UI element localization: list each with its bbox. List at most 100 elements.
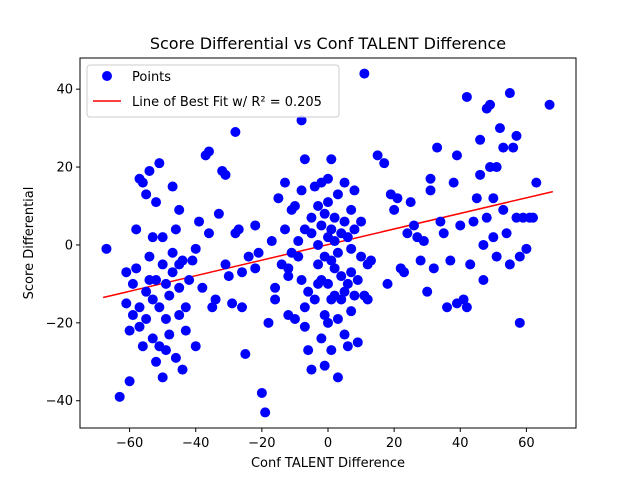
data-point-108: [306, 212, 317, 223]
data-point-187: [438, 228, 449, 239]
data-point-45: [174, 310, 185, 321]
data-point-98: [296, 185, 307, 196]
data-point-37: [164, 290, 175, 301]
data-point-40: [167, 267, 178, 278]
data-point-130: [326, 255, 337, 266]
data-point-22: [147, 333, 158, 344]
data-point-11: [134, 302, 145, 313]
data-point-17: [141, 189, 152, 200]
data-point-114: [313, 239, 324, 250]
y-axis: −40 −20 0 20 40: [46, 83, 80, 409]
data-point-184: [428, 263, 439, 274]
data-point-115: [316, 333, 327, 344]
data-point-8: [131, 224, 142, 235]
data-point-6: [127, 310, 138, 321]
data-point-135: [329, 236, 340, 247]
data-point-49: [180, 325, 191, 336]
data-point-51: [184, 275, 195, 285]
data-point-3: [121, 267, 132, 278]
data-point-59: [203, 228, 214, 239]
data-point-55: [194, 216, 205, 227]
data-point-9: [131, 263, 142, 274]
y-tick-label: 20: [56, 161, 73, 176]
data-point-60: [207, 302, 218, 313]
data-point-29: [154, 302, 165, 313]
data-point-141: [336, 271, 347, 282]
legend-fit-label: Line of Best Fit w/ R² = 0.205: [132, 95, 322, 110]
data-point-56: [197, 282, 208, 293]
data-point-140: [332, 372, 343, 383]
data-point-200: [475, 169, 486, 180]
data-point-113: [313, 259, 324, 270]
data-point-172: [392, 193, 403, 204]
data-point-30: [157, 372, 168, 383]
data-point-207: [485, 99, 496, 110]
y-axis-title: Score Differential: [22, 187, 37, 300]
data-point-216: [504, 259, 515, 270]
data-point-117: [316, 220, 327, 231]
data-point-58: [203, 146, 214, 157]
x-tick-label: 0: [324, 436, 332, 451]
data-point-194: [458, 294, 469, 305]
data-point-21: [147, 232, 158, 243]
data-point-68: [230, 127, 241, 137]
data-point-34: [160, 313, 171, 324]
data-point-2: [121, 298, 132, 309]
data-point-160: [356, 251, 367, 262]
data-point-186: [435, 216, 446, 227]
data-point-105: [303, 345, 314, 356]
data-point-189: [445, 255, 456, 266]
data-point-136: [329, 212, 340, 223]
data-point-53: [190, 243, 201, 254]
data-point-196: [461, 91, 472, 102]
data-point-215: [501, 228, 512, 239]
data-point-169: [382, 278, 393, 289]
x-tick-label: 40: [452, 436, 469, 451]
data-point-112: [313, 201, 324, 211]
data-point-137: [332, 313, 343, 324]
x-tick-label: −40: [182, 436, 209, 451]
data-point-138: [332, 247, 343, 258]
data-point-182: [425, 173, 436, 184]
data-point-42: [170, 224, 181, 235]
x-tick-label: 60: [518, 436, 535, 451]
data-point-209: [488, 193, 499, 204]
data-point-147: [339, 177, 350, 188]
data-point-15: [141, 286, 152, 297]
data-point-180: [418, 236, 429, 247]
data-point-14: [137, 177, 148, 188]
data-point-151: [346, 306, 357, 317]
data-point-155: [349, 290, 360, 301]
data-point-217: [504, 88, 515, 99]
data-point-26: [151, 197, 162, 208]
y-tick-label: −40: [46, 394, 73, 409]
data-point-25: [151, 275, 162, 285]
data-point-201: [475, 134, 486, 145]
data-point-106: [306, 364, 317, 375]
data-point-84: [273, 193, 284, 204]
data-point-107: [306, 228, 317, 239]
data-point-168: [379, 158, 390, 169]
data-point-208: [488, 232, 499, 243]
fit-line-layer: [102, 190, 554, 299]
data-point-222: [514, 251, 525, 262]
data-point-77: [253, 247, 264, 258]
data-point-190: [448, 177, 459, 188]
data-point-5: [124, 325, 135, 336]
data-point-154: [346, 204, 357, 215]
data-point-212: [494, 123, 505, 134]
y-tick-label: −20: [46, 316, 73, 331]
data-point-36: [164, 329, 175, 340]
data-point-195: [461, 302, 472, 313]
data-point-152: [346, 267, 357, 278]
x-tick-label: −20: [248, 436, 275, 451]
data-point-44: [174, 204, 185, 215]
data-point-150: [342, 232, 353, 243]
data-point-65: [220, 259, 231, 270]
data-point-146: [339, 216, 350, 227]
data-point-76: [250, 220, 261, 231]
data-point-24: [151, 356, 162, 367]
data-point-102: [299, 321, 310, 332]
data-point-74: [243, 251, 254, 262]
